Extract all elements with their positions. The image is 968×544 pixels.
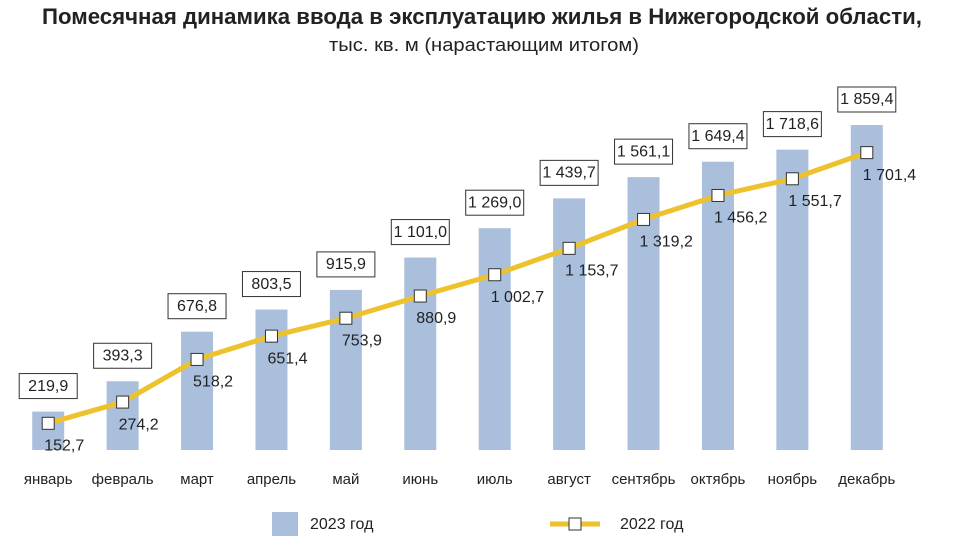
legend-marker [568, 517, 582, 531]
line-value-label: 274,2 [119, 416, 159, 433]
chart-title: Помесячная динамика ввода в эксплуатацию… [42, 4, 922, 29]
x-tick-label: сентябрь [612, 471, 676, 488]
bar [701, 161, 734, 450]
x-tick-label: июль [477, 471, 513, 488]
bar-value-label: 915,9 [326, 256, 366, 273]
x-tick-label: ноябрь [768, 471, 818, 488]
value-label-box [93, 342, 153, 369]
bar [478, 228, 511, 450]
x-tick-label: май [332, 471, 359, 488]
chart-subtitle: тыс. кв. м (нарастающим итогом) [329, 35, 639, 55]
line-value-label: 1 701,4 [863, 167, 916, 184]
line-value-label: 152,7 [44, 438, 84, 455]
line-marker [562, 241, 576, 255]
line-marker [413, 289, 427, 303]
value-label-box [837, 86, 897, 113]
line-marker [264, 329, 278, 343]
line-value-label: 753,9 [342, 332, 382, 349]
line-marker [41, 416, 55, 430]
bar-value-label: 803,5 [251, 276, 291, 293]
line-marker [785, 172, 799, 186]
bar-value-label: 1 718,6 [766, 116, 819, 133]
bar-value-label: 1 269,0 [468, 194, 521, 211]
legend-label: 2022 год [620, 516, 684, 533]
legend-label: 2023 год [310, 516, 374, 533]
x-tick-label: октябрь [691, 471, 746, 488]
line-value-label: 1 153,7 [565, 263, 618, 280]
line-marker [190, 352, 204, 366]
value-label-box [167, 293, 227, 320]
bar [106, 381, 139, 450]
value-label-box [241, 271, 301, 298]
line-marker [488, 268, 502, 282]
x-tick-label: июнь [402, 471, 438, 488]
value-label-box [18, 373, 78, 400]
line-marker [637, 212, 651, 226]
line-value-label: 1 551,7 [788, 193, 841, 210]
line-marker [339, 311, 353, 325]
line-marker [116, 395, 130, 409]
line [47, 150, 868, 426]
bar [776, 149, 809, 450]
x-tick-label: декабрь [838, 471, 895, 488]
bar-value-label: 676,8 [177, 298, 217, 315]
value-label-box [688, 123, 748, 150]
value-label-box [539, 159, 599, 186]
value-label-box [390, 219, 450, 246]
bar-value-label: 393,3 [103, 347, 143, 364]
line-value-label: 880,9 [416, 310, 456, 327]
value-label-box [614, 138, 674, 165]
x-tick-label: апрель [247, 471, 296, 488]
line-value-label: 651,4 [267, 350, 307, 367]
bar [181, 331, 214, 450]
x-tick-label: январь [24, 471, 73, 488]
line-value-label: 1 319,2 [640, 234, 693, 251]
bar [404, 257, 437, 450]
bar [553, 198, 586, 450]
bar-value-label: 1 439,7 [542, 165, 595, 182]
value-label-box [762, 111, 822, 138]
bar-value-label: 1 649,4 [691, 128, 744, 145]
bar-value-label: 219,9 [28, 378, 68, 395]
x-tick-label: август [547, 471, 591, 488]
legend-swatch [272, 512, 298, 536]
line-value-label: 518,2 [193, 374, 233, 391]
bar-value-label: 1 859,4 [840, 91, 893, 108]
value-label-box [465, 189, 525, 216]
bar-value-label: 1 561,1 [617, 143, 670, 160]
x-tick-label: февраль [92, 471, 154, 488]
bar [850, 125, 883, 450]
line-marker [711, 188, 725, 202]
line-marker [860, 146, 874, 160]
value-label-box [316, 251, 376, 278]
line-value-label: 1 002,7 [491, 289, 544, 306]
line-value-label: 1 456,2 [714, 210, 767, 227]
bar-value-label: 1 101,0 [394, 224, 447, 241]
x-tick-label: март [180, 471, 214, 488]
